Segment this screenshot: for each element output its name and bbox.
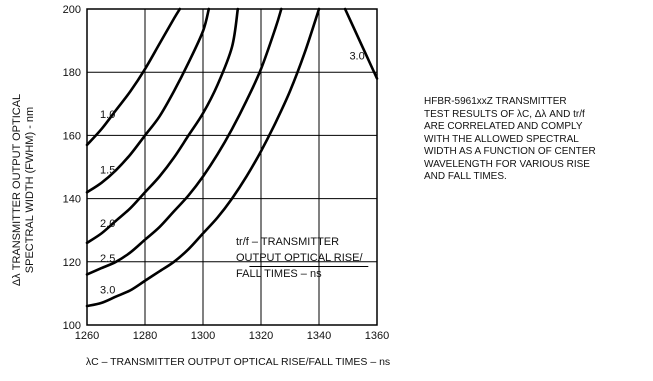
tick-labels: 1260 1280 1300 1320 1340 1360 100 120 140 160 180 2…	[63, 4, 390, 342]
chart-note: HFBR-5961xxZ TRANSMITTER TEST RESULTS OF…	[424, 96, 596, 182]
series-label: 1.0	[100, 109, 115, 121]
y-tick-label: 200	[63, 4, 81, 16]
series-label: 3.0	[100, 284, 115, 296]
curve-annotation: tr/f – TRANSMITTER OUTPUT OPTICAL RISE/ …	[236, 236, 363, 280]
series-line-2-5	[85, 7, 283, 276]
x-tick-label: 1340	[307, 330, 331, 342]
series	[85, 7, 379, 308]
series-line-1-5	[85, 7, 211, 194]
x-tick-label: 1260	[75, 330, 99, 342]
y-tick-label: 180	[63, 67, 81, 79]
x-tick-label: 1360	[365, 330, 389, 342]
y-tick-label: 120	[63, 257, 81, 269]
y-tick-label: 100	[63, 320, 81, 332]
series-line-3-0	[343, 7, 379, 80]
series-line-3-0	[85, 7, 321, 308]
series-label: 3.0	[349, 51, 364, 63]
x-tick-label: 1300	[191, 330, 215, 342]
y-tick-label: 160	[63, 130, 81, 142]
y-tick-label: 140	[63, 194, 81, 206]
x-axis-label: λC – TRANSMITTER OUTPUT OPTICAL RISE/FAL…	[85, 356, 391, 368]
x-tick-label: 1320	[249, 330, 273, 342]
series-label: 2.5	[100, 253, 115, 265]
series-label: 1.5	[100, 164, 115, 176]
series-label: 2.0	[100, 218, 115, 230]
y-axis-label: Δλ TRANSMITTER OUTPUT OPTICAL SPECTRAL W…	[11, 93, 36, 287]
series-line-1-0	[85, 7, 182, 147]
x-tick-label: 1280	[133, 330, 157, 342]
plot-frame	[86, 8, 378, 326]
series-line-2-0	[85, 7, 240, 245]
curve-labels: 1.0 1.5 2.0 2.5 3.0 3.0	[100, 51, 365, 297]
